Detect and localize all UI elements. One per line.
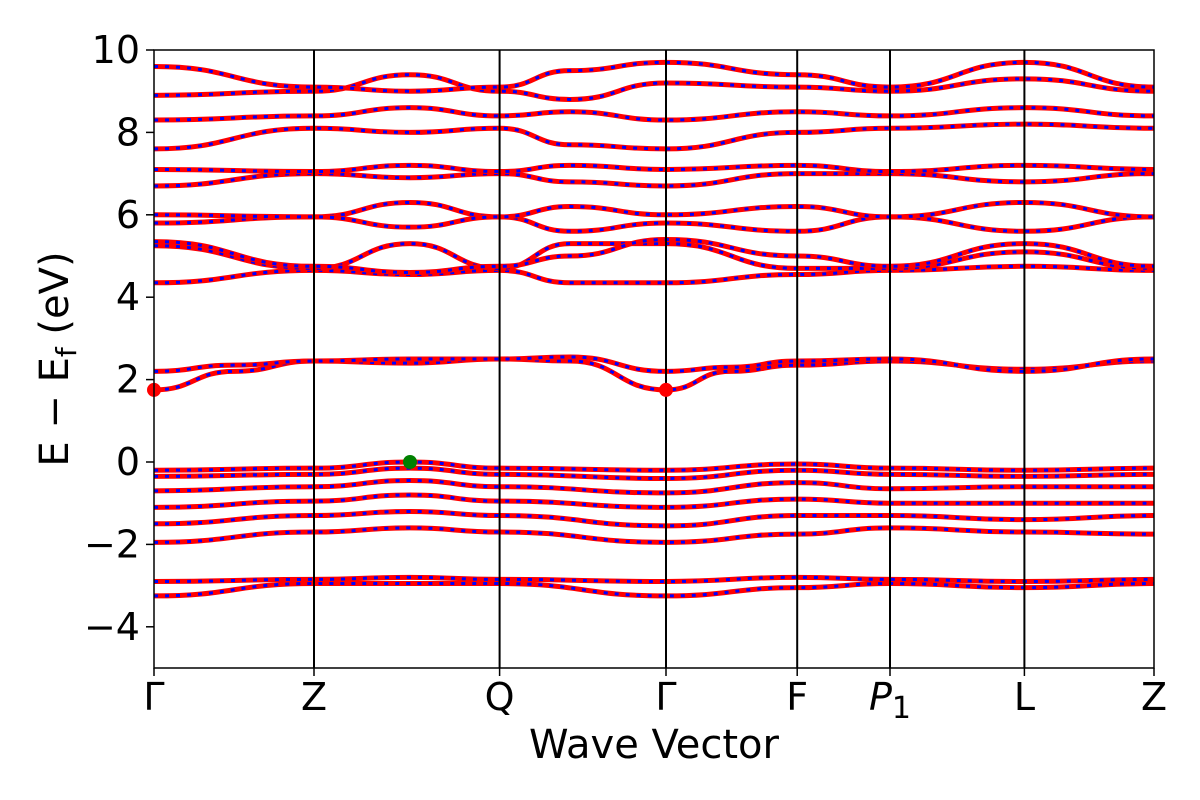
band-10-spin-down xyxy=(154,355,1154,373)
band-5-spin-down xyxy=(154,493,1154,509)
band-7-spin-down xyxy=(154,466,1154,480)
x-tick-label: F xyxy=(786,675,808,719)
band-15-spin-down xyxy=(154,200,1154,229)
band-16-spin-up xyxy=(154,171,1154,189)
x-axis-ticks: Γ Z Q Γ F P1 L Z xyxy=(143,668,1167,726)
x-tick-label: Z xyxy=(301,675,327,719)
band-18-spin-down xyxy=(154,122,1154,151)
y-tick-label: 8 xyxy=(116,110,140,154)
band-6-spin-up xyxy=(154,478,1154,496)
band-17-spin-down xyxy=(154,163,1154,174)
x-tick-label: Q xyxy=(485,675,515,719)
vbm-marker xyxy=(403,455,417,469)
x-tick-label: L xyxy=(1014,675,1035,719)
cbm-marker-2 xyxy=(659,382,673,397)
band-1-spin-up xyxy=(154,581,1154,599)
band-13-spin-up xyxy=(154,237,1154,275)
extrema-markers xyxy=(147,382,673,469)
band-14-spin-down xyxy=(154,200,1154,233)
y-tick-label: −2 xyxy=(84,522,140,566)
y-tick-label: 0 xyxy=(116,440,140,484)
x-tick-label: P1 xyxy=(869,675,911,726)
bands-layer xyxy=(154,59,1154,599)
kpoint-lines xyxy=(313,50,1026,668)
band-1-spin-down xyxy=(154,582,1154,598)
y-axis-title: E − Ef (eV) xyxy=(32,251,83,466)
y-axis-ticks: −4 −2 0 2 4 6 8 10 xyxy=(84,28,154,649)
x-tick-label: Z xyxy=(1141,675,1167,719)
band-19-spin-up xyxy=(154,105,1154,123)
band-5-spin-up xyxy=(154,492,1154,510)
band-21-spin-up xyxy=(154,59,1154,94)
band-3-spin-up xyxy=(154,525,1154,545)
band-18-spin-up xyxy=(154,121,1154,152)
x-tick-label: Γ xyxy=(655,675,676,719)
plot-frame xyxy=(153,49,1155,669)
y-tick-label: 6 xyxy=(116,193,140,237)
y-tick-label: 10 xyxy=(92,28,140,72)
band-9-spin-down xyxy=(154,357,1154,392)
x-tick-label: Γ xyxy=(143,675,164,719)
y-tick-label: −4 xyxy=(84,605,140,649)
x-axis-title: Wave Vector xyxy=(529,722,780,768)
band-17-spin-up xyxy=(154,162,1154,175)
y-tick-label: 4 xyxy=(116,275,140,319)
y-tick-label: 2 xyxy=(116,358,140,402)
band-3-spin-down xyxy=(154,526,1154,544)
band-8-spin-up xyxy=(154,459,1154,473)
band-16-spin-down xyxy=(154,172,1154,188)
band-10-spin-up xyxy=(154,354,1154,374)
band-4-spin-up xyxy=(154,508,1154,529)
band-19-spin-down xyxy=(154,106,1154,122)
band-11-spin-down xyxy=(154,264,1154,285)
